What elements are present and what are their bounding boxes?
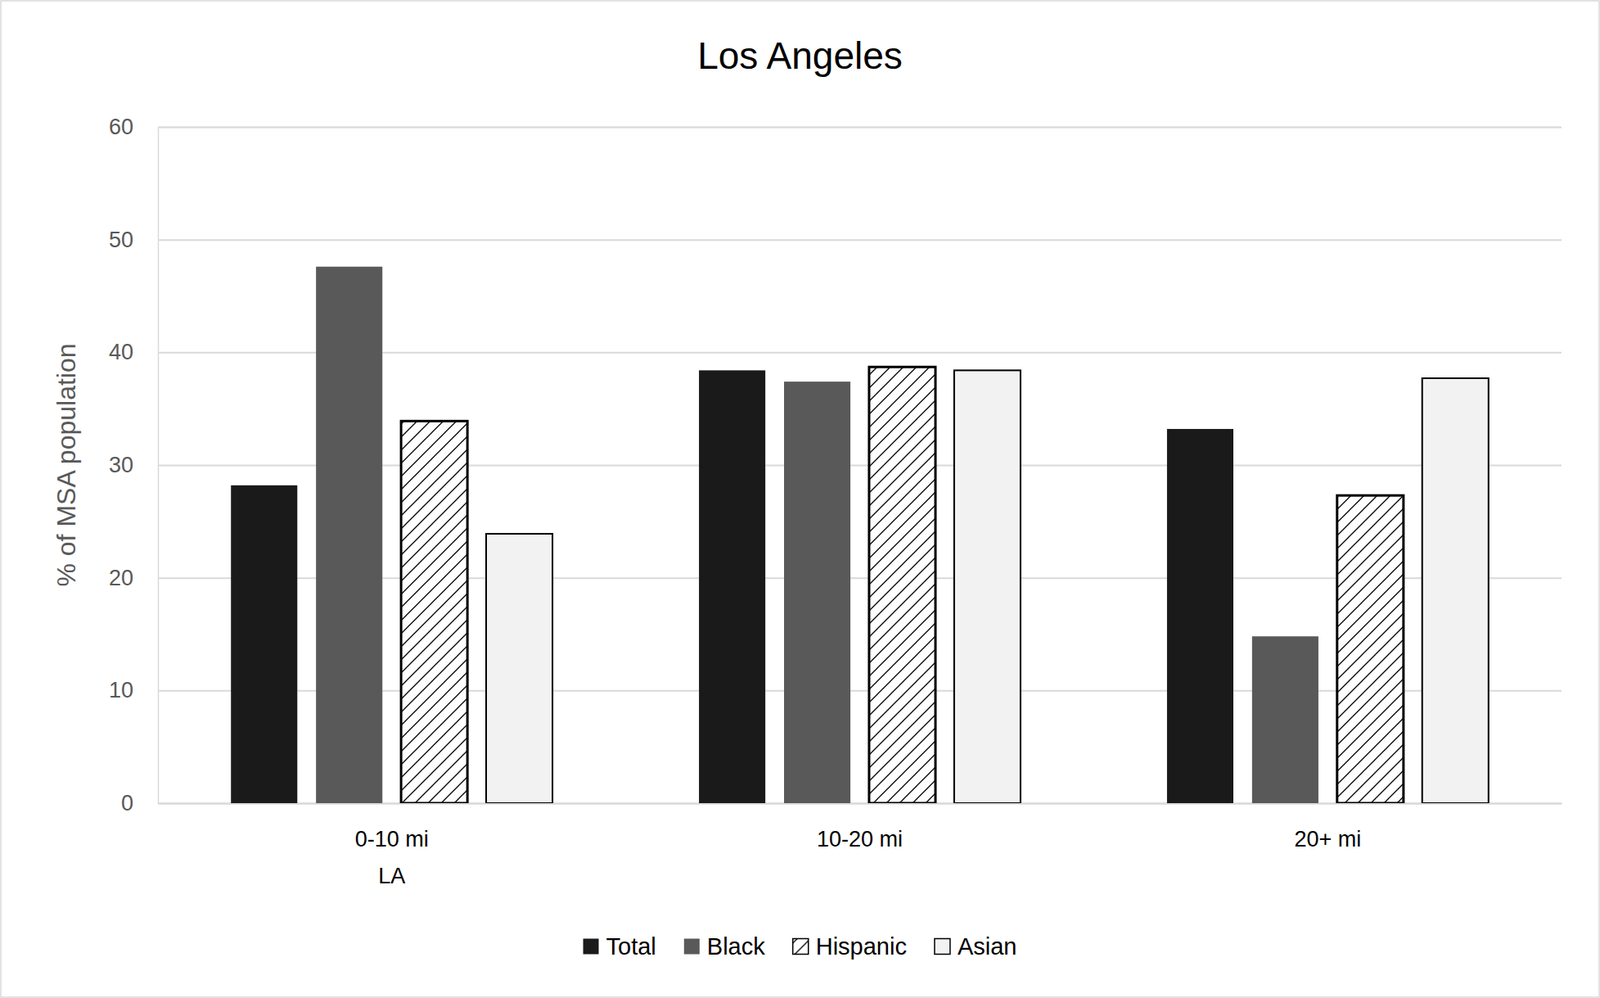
x-axis: 0-10 miLA 10-20 mi 20+ mi bbox=[158, 802, 1563, 888]
legend-label: Asian bbox=[957, 932, 1018, 960]
bar bbox=[698, 369, 766, 803]
legend-label: Total bbox=[606, 932, 657, 960]
y-tick-label: 20 bbox=[108, 565, 134, 591]
bar bbox=[869, 366, 936, 803]
y-axis: 0 10 20 30 40 50 60 bbox=[108, 114, 1562, 816]
chart: 0 10 20 30 40 50 60 0-10 miLA 10-20 mi 20+ mi Los … bbox=[0, 0, 1600, 998]
y-tick-label: 0 bbox=[121, 790, 134, 816]
chart-title: Los Angeles bbox=[697, 34, 903, 77]
bar bbox=[1167, 428, 1234, 803]
chart-frame bbox=[0, 0, 1600, 997]
legend-swatch bbox=[793, 938, 809, 955]
bar bbox=[1252, 635, 1319, 803]
bar bbox=[1422, 378, 1489, 803]
legend-item: Asian bbox=[934, 932, 1018, 960]
bar bbox=[1337, 495, 1404, 803]
x-tick: 10-20 mi bbox=[816, 802, 903, 852]
legend-swatch bbox=[583, 938, 600, 955]
bar bbox=[315, 266, 383, 803]
legend: Total Black Hispanic Asian bbox=[583, 932, 1018, 960]
y-tick-label: 10 bbox=[108, 677, 134, 703]
bar-series bbox=[486, 369, 1489, 803]
bar-series bbox=[401, 366, 1404, 803]
grid-line bbox=[157, 238, 1562, 241]
legend-label: Black bbox=[707, 932, 766, 960]
bar-series bbox=[315, 266, 1319, 803]
y-tick: 50 bbox=[108, 227, 1562, 253]
legend-swatch bbox=[684, 938, 700, 955]
x-tick-label: 0-10 miLA bbox=[355, 826, 429, 888]
x-tick-label: 10-20 mi bbox=[816, 826, 903, 852]
bar bbox=[230, 485, 298, 803]
y-axis-title: % of MSA population bbox=[51, 342, 82, 586]
bar bbox=[486, 533, 553, 803]
bar bbox=[954, 369, 1021, 803]
bar bbox=[401, 420, 468, 803]
legend-item: Hispanic bbox=[793, 932, 907, 960]
x-tick: 0-10 miLA bbox=[355, 802, 429, 888]
y-tick-label: 30 bbox=[108, 452, 134, 478]
y-axis-line bbox=[158, 127, 1563, 804]
y-tick-label: 60 bbox=[108, 114, 134, 140]
legend-item: Total bbox=[583, 932, 657, 960]
legend-label: Hispanic bbox=[815, 932, 907, 960]
y-tick: 60 bbox=[108, 114, 1562, 140]
y-tick-label: 40 bbox=[108, 339, 134, 365]
x-tick-label: 20+ mi bbox=[1293, 826, 1362, 852]
bar bbox=[784, 381, 851, 803]
y-tick-label: 50 bbox=[108, 227, 134, 253]
grid-line bbox=[157, 126, 1562, 129]
legend-item: Black bbox=[684, 932, 766, 960]
plot-area bbox=[230, 266, 1489, 803]
legend-swatch bbox=[934, 938, 951, 955]
x-tick: 20+ mi bbox=[1293, 802, 1362, 852]
